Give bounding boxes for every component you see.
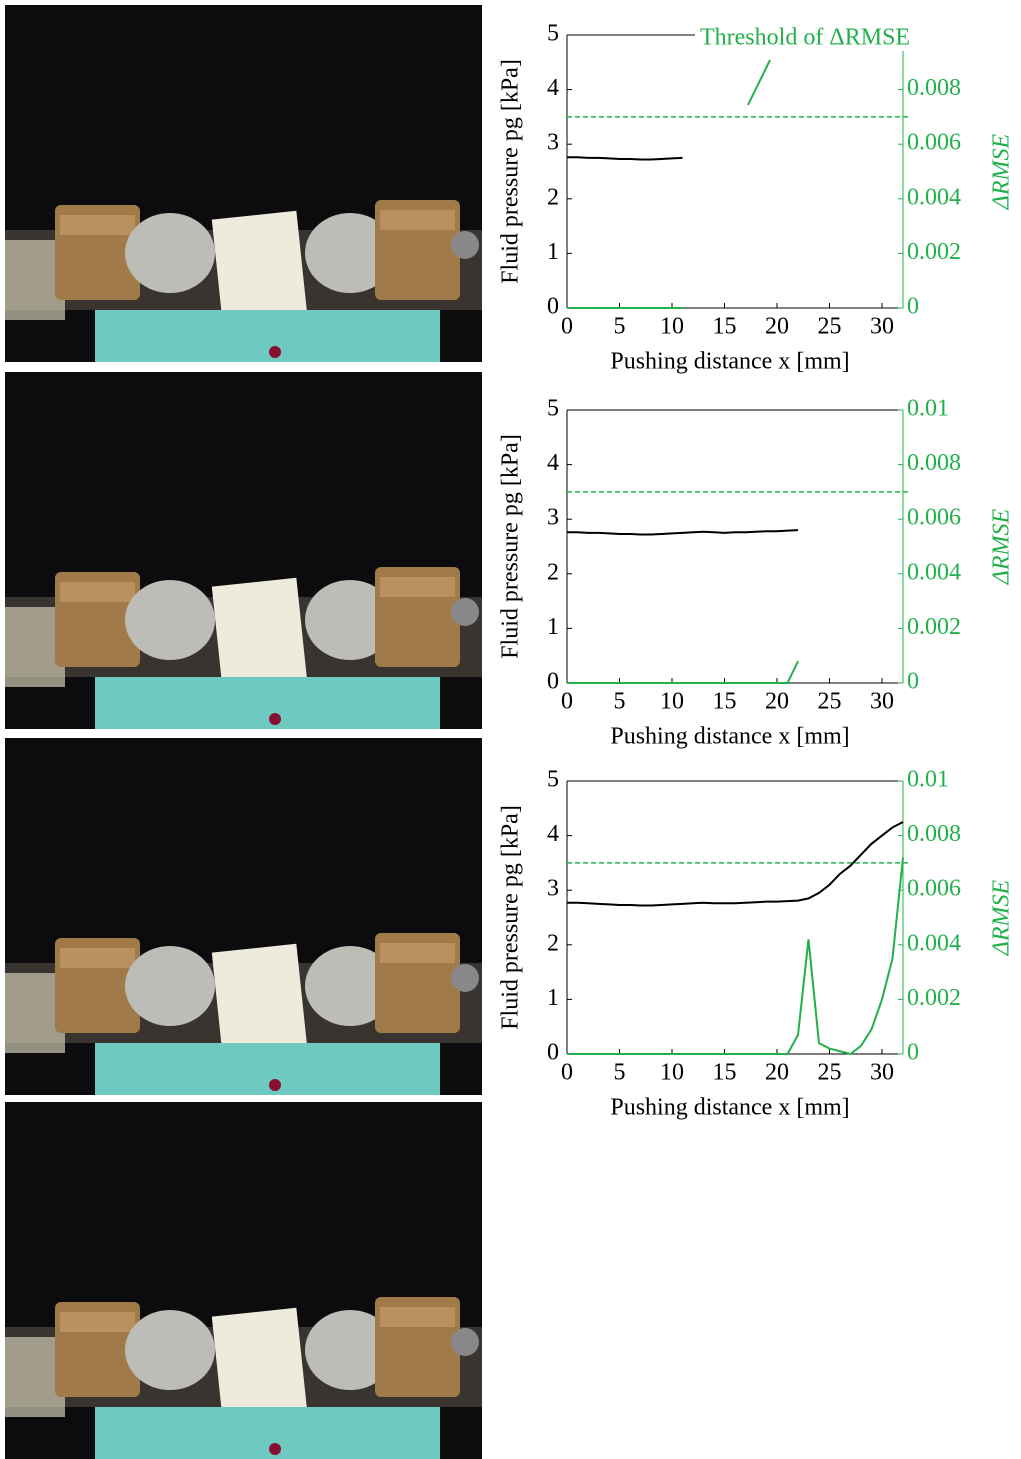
y-tick-label: 0 (547, 1040, 559, 1066)
y-tick-label: 3 (547, 876, 559, 902)
x-tick-label: 20 (765, 314, 789, 340)
x-tick-label: 25 (818, 689, 842, 715)
photo (5, 738, 482, 1095)
data-line (567, 529, 799, 536)
data-line (567, 857, 904, 1056)
y-tick-label: 2 (547, 930, 559, 956)
y-tick-label: 1 (547, 985, 559, 1011)
y-tick-label: 4 (547, 450, 559, 476)
x-tick-label: 15 (713, 314, 737, 340)
photo (5, 1102, 482, 1459)
y2-tick-label: 0.008 (907, 75, 961, 101)
x-tick-label: 10 (660, 1060, 684, 1086)
x-tick-label: 10 (660, 689, 684, 715)
y2-tick-label: 0 (907, 1040, 919, 1066)
y2-tick-label: 0.01 (907, 396, 949, 422)
data-line (567, 660, 799, 684)
y2-tick-label: 0 (907, 294, 919, 320)
y-axis-label: Fluid pressure pg [kPa] (498, 805, 524, 1030)
x-tick-label: 5 (614, 689, 626, 715)
y2-tick-label: 0.004 (907, 559, 961, 585)
y2-axis-label: ΔRMSE (989, 879, 1015, 956)
y2-axis-label: ΔRMSE (989, 133, 1015, 210)
y-tick-label: 3 (547, 130, 559, 156)
x-tick-label: 15 (713, 689, 737, 715)
x-tick-label: 25 (818, 1060, 842, 1086)
y-tick-label: 2 (547, 559, 559, 585)
x-axis-label: Pushing distance x [mm] (610, 1095, 849, 1121)
y-tick-label: 0 (547, 669, 559, 695)
photo (5, 5, 482, 362)
annotation-pointer (747, 59, 771, 106)
y2-tick-label: 0.006 (907, 876, 961, 902)
y-tick-label: 4 (547, 821, 559, 847)
y-tick-label: 5 (547, 396, 559, 422)
y2-tick-label: 0.002 (907, 239, 961, 265)
x-tick-label: 0 (561, 314, 573, 340)
x-tick-label: 30 (870, 314, 894, 340)
photo (5, 372, 482, 729)
x-tick-label: 15 (713, 1060, 737, 1086)
x-tick-label: 25 (818, 314, 842, 340)
x-tick-label: 20 (765, 1060, 789, 1086)
y-tick-label: 1 (547, 239, 559, 265)
y-tick-label: 1 (547, 614, 559, 640)
y-axis-label: Fluid pressure pg [kPa] (498, 59, 524, 284)
data-line (567, 821, 904, 907)
y2-tick-label: 0.01 (907, 767, 949, 793)
x-tick-label: 5 (614, 1060, 626, 1086)
y-tick-label: 4 (547, 75, 559, 101)
y2-tick-label: 0.004 (907, 930, 961, 956)
x-tick-label: 30 (870, 1060, 894, 1086)
y-tick-label: 0 (547, 294, 559, 320)
y2-tick-label: 0.008 (907, 450, 961, 476)
annotation-bg (695, 17, 1005, 51)
x-tick-label: 30 (870, 689, 894, 715)
data-line (567, 156, 683, 161)
x-axis-label: Pushing distance x [mm] (610, 724, 849, 750)
y-tick-label: 5 (547, 767, 559, 793)
y-axis-label: Fluid pressure pg [kPa] (498, 434, 524, 659)
x-tick-label: 5 (614, 314, 626, 340)
y2-tick-label: 0.006 (907, 130, 961, 156)
x-tick-label: 10 (660, 314, 684, 340)
x-tick-label: 0 (561, 1060, 573, 1086)
y2-tick-label: 0.004 (907, 184, 961, 210)
x-tick-label: 20 (765, 689, 789, 715)
y2-tick-label: 0.002 (907, 985, 961, 1011)
y-tick-label: 3 (547, 505, 559, 531)
x-tick-label: 0 (561, 689, 573, 715)
y2-axis-label: ΔRMSE (989, 508, 1015, 585)
y2-tick-label: 0 (907, 669, 919, 695)
y-tick-label: 2 (547, 184, 559, 210)
x-axis-label: Pushing distance x [mm] (610, 349, 849, 375)
y2-tick-label: 0.008 (907, 821, 961, 847)
y-tick-label: 5 (547, 21, 559, 47)
y2-tick-label: 0.006 (907, 505, 961, 531)
annotation: Threshold of ΔRMSE (700, 25, 910, 51)
y2-tick-label: 0.002 (907, 614, 961, 640)
